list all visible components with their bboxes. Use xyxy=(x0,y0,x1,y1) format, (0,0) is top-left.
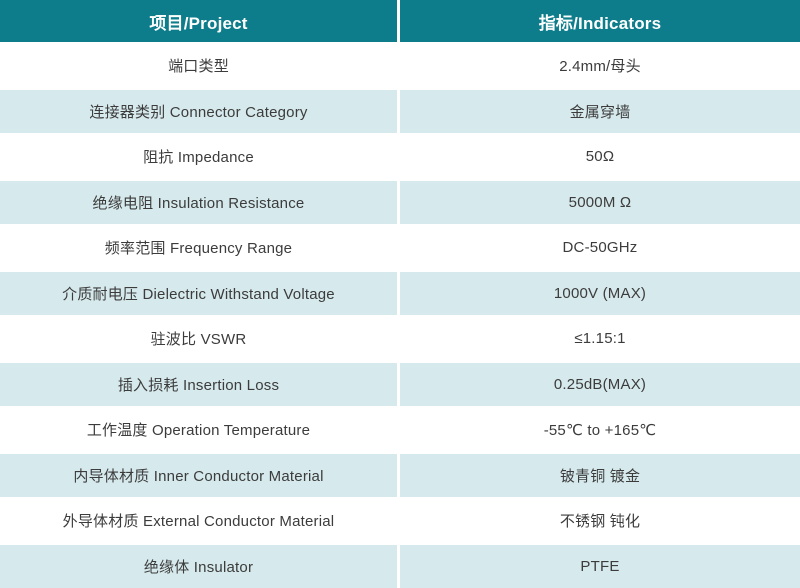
table-row: 外导体材质 External Conductor Material 不锈钢 钝化 xyxy=(0,499,800,545)
indicator-cell: 2.4mm/母头 xyxy=(559,58,641,76)
project-cell: 频率范围 Frequency Range xyxy=(0,226,400,270)
table-row: 阻抗 Impedance 50Ω xyxy=(0,135,800,181)
indicator-cell: DC-50GHz xyxy=(562,239,638,257)
indicator-cell: 金属穿墙 xyxy=(569,103,631,121)
project-cell: 绝缘体 Insulator xyxy=(0,544,400,588)
indicator-cell: ≤1.15:1 xyxy=(574,330,626,348)
indicator-cell: 0.25dB(MAX) xyxy=(553,375,647,393)
project-cell: 端口类型 xyxy=(0,44,400,88)
indicator-cell: 50Ω xyxy=(585,148,615,166)
project-cell: 绝缘电阻 Insulation Resistance xyxy=(0,180,400,224)
table-row: 工作温度 Operation Temperature -55℃ to +165℃ xyxy=(0,408,800,454)
table-body: 端口类型 2.4mm/母头 连接器类别 Connector Category 金… xyxy=(0,44,800,588)
indicator-cell: -55℃ to +165℃ xyxy=(543,421,657,439)
project-cell: 连接器类别 Connector Category xyxy=(0,89,400,133)
table-row: 介质耐电压 Dielectric Withstand Voltage 1000V… xyxy=(0,271,800,317)
table-row: 频率范围 Frequency Range DC-50GHz xyxy=(0,226,800,272)
table-row: 连接器类别 Connector Category 金属穿墙 xyxy=(0,89,800,135)
table-row: 内导体材质 Inner Conductor Material 铍青铜 镀金 xyxy=(0,453,800,499)
project-cell: 阻抗 Impedance xyxy=(0,135,400,179)
indicator-cell: PTFE xyxy=(580,557,620,575)
project-cell: 外导体材质 External Conductor Material xyxy=(0,499,400,543)
table-row: 绝缘电阻 Insulation Resistance 5000M Ω xyxy=(0,180,800,226)
project-cell: 介质耐电压 Dielectric Withstand Voltage xyxy=(0,271,400,315)
indicator-cell: 5000M Ω xyxy=(568,193,632,211)
table-row: 绝缘体 Insulator PTFE xyxy=(0,544,800,588)
header-cell-project: 项目/Project xyxy=(0,0,400,42)
indicator-cell: 不锈钢 钝化 xyxy=(559,513,641,531)
table-row: 端口类型 2.4mm/母头 xyxy=(0,44,800,90)
project-cell: 插入损耗 Insertion Loss xyxy=(0,362,400,406)
table-row: 驻波比 VSWR ≤1.15:1 xyxy=(0,317,800,363)
table-header: 项目/Project 指标/Indicators xyxy=(0,0,800,44)
indicator-cell: 铍青铜 镀金 xyxy=(559,467,641,485)
project-cell: 内导体材质 Inner Conductor Material xyxy=(0,453,400,497)
header-cell-indicators: 指标/Indicators xyxy=(538,13,662,33)
project-cell: 驻波比 VSWR xyxy=(0,317,400,361)
table-row: 插入损耗 Insertion Loss 0.25dB(MAX) xyxy=(0,362,800,408)
indicator-cell: 1000V (MAX) xyxy=(553,284,647,302)
project-cell: 工作温度 Operation Temperature xyxy=(0,408,400,452)
